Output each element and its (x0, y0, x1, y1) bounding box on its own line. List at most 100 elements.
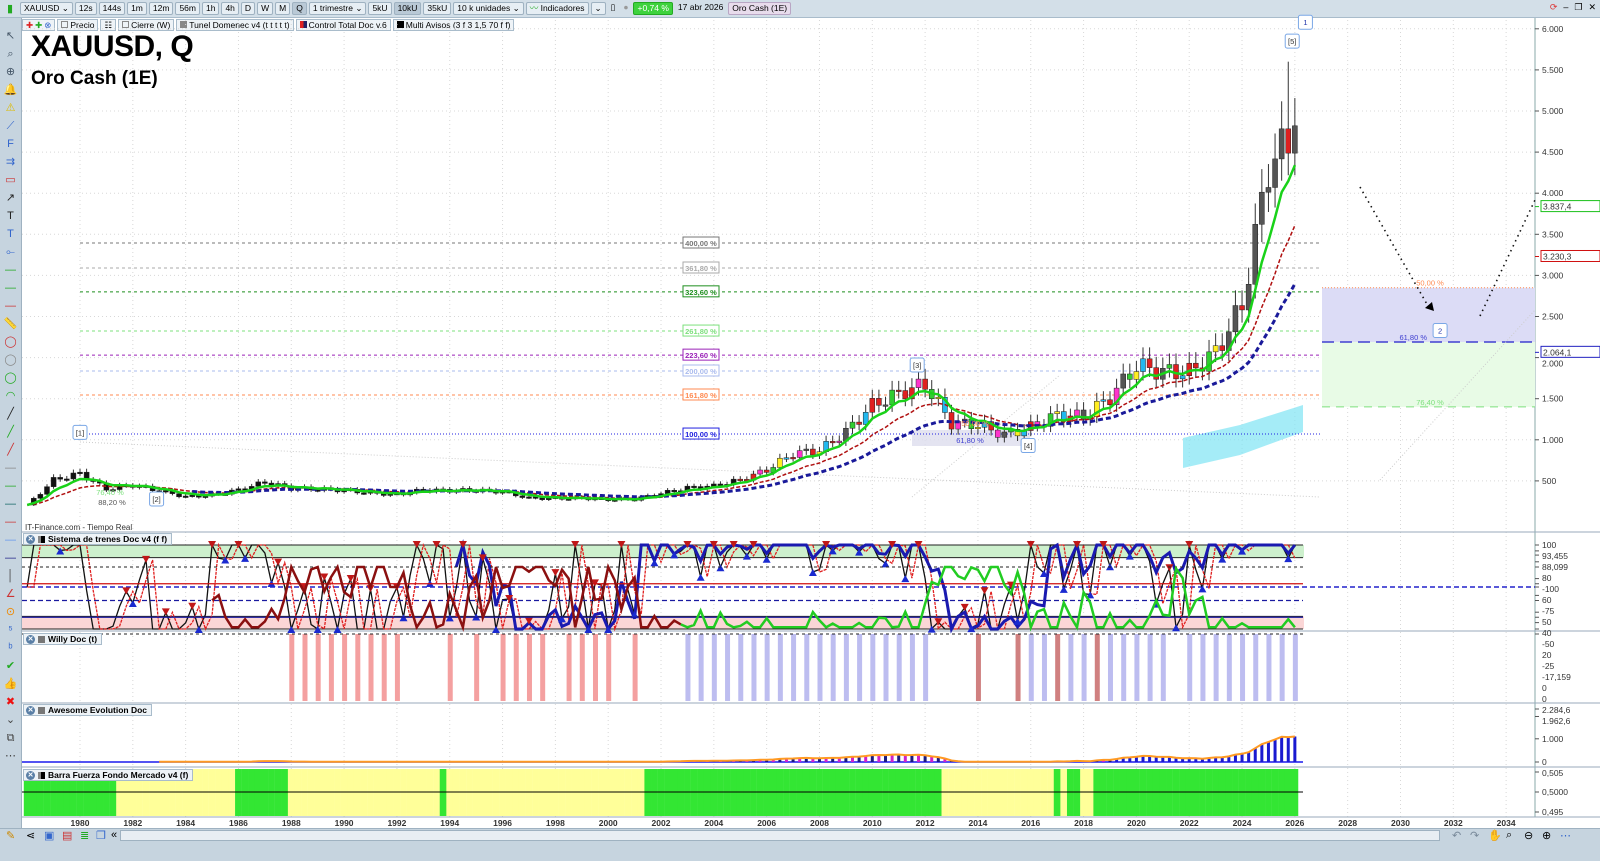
close-panel-icon[interactable]: ✕ (26, 534, 35, 544)
interval-144s[interactable]: 144s (98, 2, 126, 15)
zoom-out-icon[interactable]: ⊖ (1524, 830, 1534, 842)
angle-tool-icon[interactable]: ∠ (5, 588, 16, 600)
indicators-button[interactable]: 〰 Indicadores (525, 2, 589, 15)
legend-close[interactable]: Cierre (W) (118, 18, 175, 31)
close-panel-icon[interactable]: ✕ (26, 770, 35, 780)
indicators-dropdown[interactable]: ⌄ (590, 2, 606, 15)
add-icon[interactable]: ✚ (35, 19, 43, 30)
interval-1h[interactable]: 1h (201, 2, 220, 15)
legend-tunel[interactable]: Tunel Domenec v4 (t t t t t) (176, 18, 294, 31)
zoom-area-tool-icon[interactable]: ⊕ (5, 66, 16, 78)
arrow-tool-icon[interactable]: ↗ (5, 192, 16, 204)
remove-icon[interactable]: ✚ (26, 19, 34, 30)
collapse-icon[interactable]: « (111, 829, 118, 841)
panel-title-barra[interactable]: ✕ Barra Fuerza Fondo Mercado v4 (f) (23, 769, 194, 781)
interval-12s[interactable]: 12s (74, 2, 97, 15)
abc-tool-icon[interactable]: ᵇ (8, 642, 13, 654)
unit-10kU[interactable]: 10kU (393, 2, 422, 15)
interval-M[interactable]: M (275, 2, 291, 15)
refresh-icon[interactable]: ⟳ (1549, 2, 1558, 12)
interval-D[interactable]: D (240, 2, 256, 15)
zoom-tool-icon[interactable]: ⌕ (7, 48, 14, 60)
settings-icon[interactable]: ⊗ (44, 19, 52, 30)
delete-tool-icon[interactable]: ✖ (5, 696, 16, 708)
elliott-tool-icon[interactable]: ⁵ (8, 624, 13, 636)
ruler-tool-icon[interactable]: 📏 (3, 318, 18, 330)
line-r-tool-icon[interactable]: — (5, 300, 16, 312)
bell-tool-icon[interactable]: 🔔 (3, 84, 18, 96)
unit-5kU[interactable]: 5kU (368, 2, 392, 15)
interval-Q[interactable]: Q (292, 2, 307, 15)
zoom-fit-icon[interactable]: ⌕ (1506, 829, 1513, 841)
vline-tool-icon[interactable]: │ (7, 570, 14, 582)
more-tool-icon[interactable]: ⋯ (5, 750, 16, 762)
restore-icon[interactable]: ❐ (1574, 2, 1583, 12)
period-select[interactable]: 1 trimestre ⌄ (308, 2, 367, 15)
alert-tool-icon[interactable]: ⚠ (5, 102, 16, 114)
units-select[interactable]: 10 k unidades ⌄ (453, 2, 524, 15)
compare-icon[interactable]: ≣ (80, 830, 90, 842)
redo-icon[interactable]: ↷ (1470, 830, 1480, 842)
close-panel-icon[interactable]: ✕ (26, 634, 35, 644)
line-dr-tool-icon[interactable]: ╱ (7, 444, 14, 456)
line-h-tool-icon[interactable]: — (5, 462, 16, 474)
text-tool-icon[interactable]: T (7, 210, 14, 222)
legend-control-total[interactable]: Control Total Doc v.6 (295, 18, 391, 31)
collapse-tool-icon[interactable]: ⌄ (5, 714, 16, 726)
line-dg-tool-icon[interactable]: ╱ (7, 426, 14, 438)
line-g-tool-icon[interactable]: — (5, 264, 16, 276)
panel-title-trenes[interactable]: ✕ Sistema de trenes Doc v4 (f f) (23, 533, 173, 545)
line-hdb-tool-icon[interactable]: — (5, 552, 16, 564)
more-icon[interactable]: ⋯ (1560, 830, 1571, 842)
legend-list-icon[interactable]: ☷ (100, 18, 117, 31)
interval-56m[interactable]: 56m (175, 2, 200, 15)
interval-W[interactable]: W (257, 2, 274, 15)
thumb-tool-icon[interactable]: 👍 (3, 678, 18, 690)
interval-4h[interactable]: 4h (221, 2, 239, 15)
windows-icon[interactable]: ❐ (96, 830, 106, 842)
line-hb-tool-icon[interactable]: — (5, 534, 16, 546)
objects-tool-icon[interactable]: ⧉ (6, 732, 15, 744)
close-panel-icon[interactable]: ✕ (26, 705, 35, 715)
channel-tool-icon[interactable]: ⇉ (5, 156, 16, 168)
interval-12m[interactable]: 12m (148, 2, 174, 15)
check-tool-icon[interactable]: ✔ (5, 660, 16, 672)
report-icon[interactable]: ▤ (62, 830, 73, 842)
arc-tool-icon[interactable]: ◠ (5, 390, 16, 402)
chart-type-icon[interactable]: ▮ (6, 2, 14, 15)
circle-target-tool-icon[interactable]: ⊙ (5, 606, 16, 618)
line-hdg-tool-icon[interactable]: — (5, 498, 16, 510)
rect-tool-icon[interactable]: ▭ (5, 174, 16, 186)
pencil-icon[interactable]: ✎ (6, 830, 16, 842)
legend-price[interactable]: Precio (57, 18, 99, 31)
ellipse-tool-icon[interactable]: ◯ (4, 336, 17, 348)
ellipse2-tool-icon[interactable]: ◯ (4, 354, 17, 366)
legend-controls[interactable]: ✚ ✚ ⊗ (22, 18, 56, 31)
cursor-tool-icon[interactable]: ↖ (5, 30, 16, 42)
fib-tool-icon[interactable]: F (7, 138, 14, 150)
unit-35kU[interactable]: 35kU (423, 2, 452, 15)
share-icon[interactable]: ⋖ (26, 830, 36, 842)
hand-icon[interactable]: ✋ (1488, 830, 1502, 842)
close-icon[interactable]: ✕ (1588, 2, 1596, 12)
horizontal-scrollbar[interactable] (120, 830, 1440, 841)
info-icon[interactable]: ▯ (610, 2, 616, 12)
panel-title-awesome[interactable]: ✕ Awesome Evolution Doc (23, 704, 153, 716)
panel-title-willy[interactable]: ✕ Willy Doc (t) (23, 633, 103, 645)
line-hg-tool-icon[interactable]: — (5, 480, 16, 492)
interval-1m[interactable]: 1m (127, 2, 147, 15)
trend-tool-icon[interactable]: ⟋ (6, 120, 15, 132)
ellipse3-tool-icon[interactable]: ◯ (4, 372, 17, 384)
undo-icon[interactable]: ↶ (1452, 830, 1462, 842)
line-g2-tool-icon[interactable]: — (5, 282, 16, 294)
line-hr-tool-icon[interactable]: — (5, 516, 16, 528)
legend-multi-avisos[interactable]: Multi Avisos (3 f 3 1,5 70 f f) (392, 18, 515, 31)
node-tool-icon[interactable]: ⟜ (6, 246, 15, 258)
minimize-icon[interactable]: – (1563, 2, 1569, 12)
zoom-in-icon[interactable]: ⊕ (1542, 830, 1552, 842)
comment-icon[interactable]: ▣ (44, 830, 55, 842)
symbol-select[interactable]: XAUUSD ⌄ (20, 2, 73, 15)
line-d-tool-icon[interactable]: ╱ (7, 408, 14, 420)
text2-tool-icon[interactable]: T (7, 228, 14, 240)
